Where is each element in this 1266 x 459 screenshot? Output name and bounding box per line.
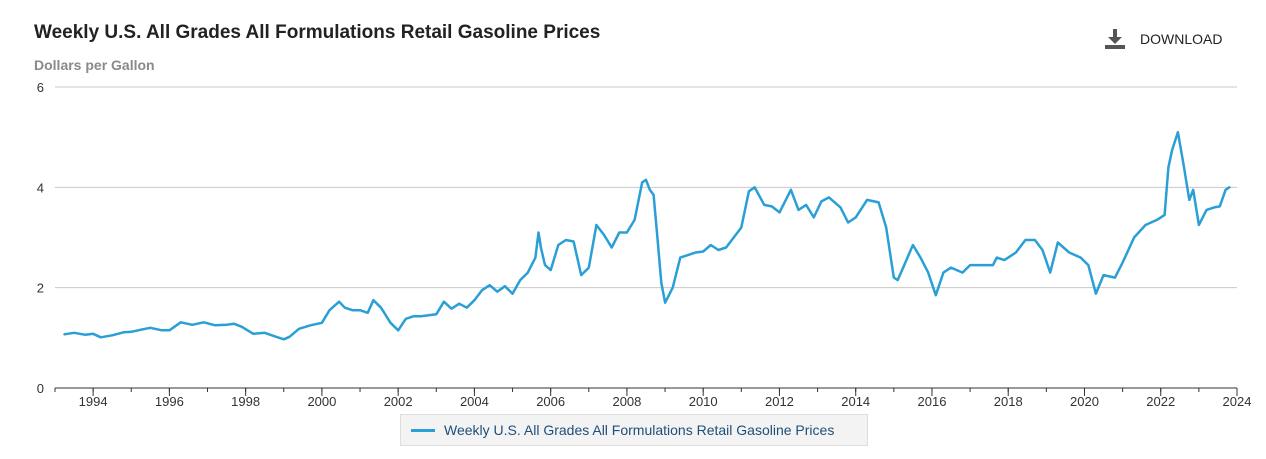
series-layer	[63, 130, 1231, 341]
x-tick-label: 2012	[765, 394, 794, 409]
x-tick-label: 1994	[79, 394, 108, 409]
y-tick-label: 4	[37, 180, 44, 195]
y-tick-label: 6	[37, 80, 44, 95]
x-tick-label: 2008	[612, 394, 641, 409]
x-tick-label: 2006	[536, 394, 565, 409]
line-chart: 0 2 4 6 1994 1996 1998 2000 2002 2004 2006 2008 201…	[37, 80, 1252, 409]
legend-item[interactable]: Weekly U.S. All Grades All Formulations …	[400, 414, 868, 446]
x-axis: 1994 1996 1998 2000 2002 2004 2006 2008 2010 2012…	[54, 387, 1252, 409]
x-tick-label: 1998	[231, 394, 260, 409]
chart-title: Weekly U.S. All Grades All Formulations …	[34, 22, 601, 43]
x-tick-label: 2016	[918, 394, 947, 409]
x-tick-label: 2022	[1146, 394, 1175, 409]
series-line-0[interactable]	[63, 130, 1231, 341]
x-tick-label: 2014	[841, 394, 870, 409]
download-button[interactable]: DOWNLOAD	[1104, 28, 1222, 50]
x-tick-label: 2010	[689, 394, 718, 409]
y-tick-label: 2	[37, 281, 44, 296]
x-tick-label: 2004	[460, 394, 489, 409]
legend-swatch	[411, 428, 435, 432]
x-tick-label: 2018	[994, 394, 1023, 409]
download-icon	[1105, 29, 1125, 49]
legend-label: Weekly U.S. All Grades All Formulations …	[444, 422, 835, 438]
x-tick-label: 2020	[1070, 394, 1099, 409]
x-tick-label: 2000	[307, 394, 336, 409]
x-tick-label: 1996	[155, 394, 184, 409]
chart-subtitle: Dollars per Gallon	[34, 57, 155, 73]
grid-lines	[55, 86, 1237, 289]
y-tick-label: 0	[37, 381, 44, 396]
y-axis: 0 2 4 6	[37, 80, 44, 396]
download-label: DOWNLOAD	[1140, 31, 1223, 47]
x-tick-label: 2002	[384, 394, 413, 409]
x-tick-label: 2024	[1223, 394, 1252, 409]
